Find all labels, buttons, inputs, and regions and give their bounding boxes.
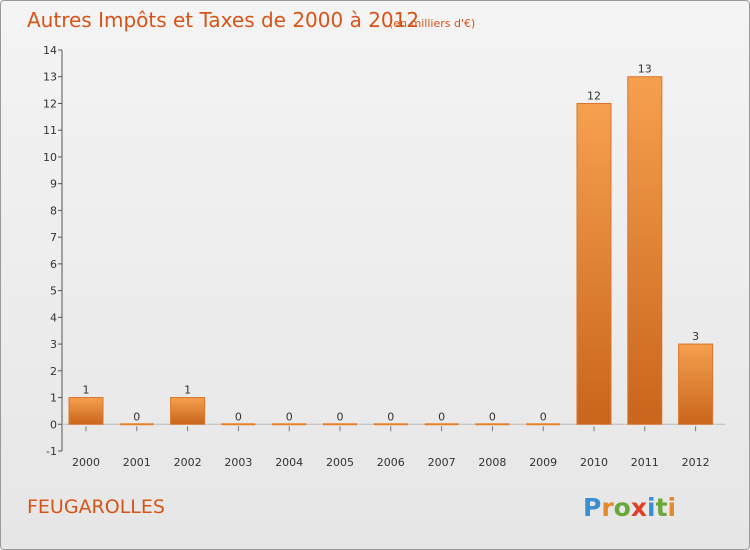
bar-2001 <box>119 423 154 426</box>
y-tick-label: 14 <box>43 44 57 57</box>
bar-2005 <box>323 423 357 426</box>
bar-2007 <box>424 423 459 426</box>
y-tick-label: -1 <box>46 445 57 458</box>
bar-2009 <box>526 423 561 426</box>
y-tick-label: 13 <box>43 71 57 84</box>
value-label-2012: 3 <box>692 330 699 343</box>
x-tick-label-2009: 2009 <box>529 456 557 469</box>
bar-series: 1 0 1 0 0 0 0 0 0 0 12 13 3 <box>68 63 714 426</box>
bar-2008 <box>475 423 510 426</box>
value-label-2001: 0 <box>133 410 140 423</box>
y-tick-label: 1 <box>50 392 57 405</box>
chart-title: Autres Impôts et Taxes de 2000 à 2012 <box>27 8 419 32</box>
bar-2002 <box>170 397 206 425</box>
value-label-2010: 12 <box>587 89 601 102</box>
value-label-2007: 0 <box>438 410 445 423</box>
y-tick-label: 7 <box>50 231 57 244</box>
value-label-2004: 0 <box>286 410 293 423</box>
value-label-2000: 1 <box>83 384 90 397</box>
x-tick-label-2012: 2012 <box>682 456 710 469</box>
value-label-2005: 0 <box>337 410 344 423</box>
x-tick-label-2008: 2008 <box>478 456 506 469</box>
bar-2010 <box>576 102 612 425</box>
x-tick-label-2006: 2006 <box>377 456 405 469</box>
bar-2011 <box>627 76 663 425</box>
value-label-2003: 0 <box>235 410 242 423</box>
y-tick-label: 0 <box>50 418 57 431</box>
value-label-2009: 0 <box>540 410 547 423</box>
x-tick-label-2007: 2007 <box>428 456 456 469</box>
y-tick-label: 8 <box>50 204 57 217</box>
bar-2006 <box>373 423 408 426</box>
y-tick-label: 6 <box>50 258 57 271</box>
value-label-2002: 1 <box>184 384 191 397</box>
y-tick-label: 9 <box>50 178 57 191</box>
x-tick-label-2011: 2011 <box>631 456 659 469</box>
bar-2000 <box>68 397 104 425</box>
value-label-2006: 0 <box>387 410 394 423</box>
x-tick-label-2010: 2010 <box>580 456 608 469</box>
value-label-2011: 13 <box>638 63 652 76</box>
y-tick-label: 10 <box>43 151 57 164</box>
bar-2003 <box>221 423 256 426</box>
x-tick-label-2005: 2005 <box>326 456 354 469</box>
y-tick-label: 2 <box>50 365 57 378</box>
y-tick-label: 5 <box>50 285 57 298</box>
x-axis: 2000 2001 2002 2003 2004 2005 2006 2007 2008 2009… <box>72 426 710 469</box>
y-tick-label: 3 <box>50 338 57 351</box>
x-tick-label-2004: 2004 <box>275 456 303 469</box>
x-tick-label-2000: 2000 <box>72 456 100 469</box>
y-tick-label: 12 <box>43 97 57 110</box>
y-tick-label: 4 <box>50 311 57 324</box>
bar-2012 <box>678 343 714 425</box>
chart-subtitle: (en milliers d'€) <box>389 17 475 30</box>
x-tick-label-2001: 2001 <box>123 456 151 469</box>
value-label-2008: 0 <box>489 410 496 423</box>
bar-2004 <box>272 423 307 426</box>
commune-name: FEUGAROLLES <box>27 496 165 518</box>
proxiti-logo: Proxiti <box>583 493 676 522</box>
y-tick-label: 11 <box>43 124 57 137</box>
x-tick-label-2002: 2002 <box>174 456 202 469</box>
x-tick-label-2003: 2003 <box>224 456 252 469</box>
